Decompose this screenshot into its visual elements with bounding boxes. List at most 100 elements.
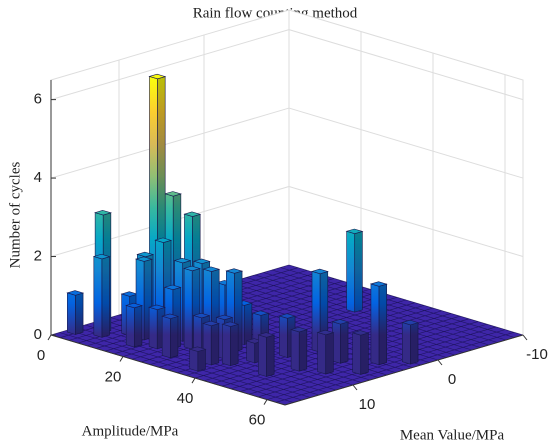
bar-shade	[299, 329, 307, 372]
bar-shade	[134, 305, 142, 348]
bar-top	[192, 258, 211, 264]
z-tick-label: 2	[34, 248, 42, 265]
bar-top	[202, 320, 220, 327]
bar-top	[183, 265, 201, 272]
bar-top	[215, 314, 234, 321]
axis-line	[284, 334, 524, 406]
bar-top	[120, 291, 139, 297]
z-tick-label: 6	[34, 91, 42, 108]
bar-shade	[101, 256, 110, 338]
bar-shade	[325, 332, 334, 375]
bar-face	[183, 267, 193, 350]
bar-shade	[379, 284, 387, 365]
y-tick-label: -10	[526, 346, 548, 363]
bar-top	[161, 313, 180, 319]
floor-mesh	[67, 329, 303, 401]
bar-shade	[197, 349, 206, 372]
bar-top	[290, 326, 308, 333]
z-axis-label: Number of cycles	[7, 162, 23, 269]
bar-face	[317, 332, 327, 375]
grid-line	[50, 107, 290, 179]
x-tick	[263, 399, 268, 405]
bar-top	[192, 312, 211, 319]
bar-top	[251, 310, 270, 316]
bar-top	[225, 268, 244, 274]
grid-line	[288, 107, 524, 179]
bar-top	[401, 319, 420, 326]
bar-face	[189, 348, 199, 372]
z-tick-label: 0	[34, 326, 42, 343]
bar-top	[369, 281, 388, 287]
bar-shade	[354, 231, 363, 313]
bar-face	[346, 230, 356, 313]
bar-top	[257, 332, 276, 338]
bar-face	[67, 292, 76, 335]
bar-top	[173, 257, 192, 264]
bar-top	[125, 302, 144, 309]
grid-line	[288, 29, 524, 101]
bar-face	[370, 283, 380, 366]
bar-shade	[340, 321, 349, 364]
chart-title: Rain flow counting method	[193, 5, 358, 21]
x-tick-label: 0	[37, 347, 45, 364]
bar-face	[279, 315, 288, 358]
bar-face	[161, 315, 171, 359]
bar-top	[351, 330, 370, 336]
floor-mesh	[237, 279, 473, 351]
bar-shade	[170, 316, 178, 358]
bar-top	[66, 290, 85, 296]
grid-line	[50, 29, 290, 101]
bar-top	[202, 266, 221, 272]
x-axis-label: Amplitude/MPa	[82, 423, 179, 439]
bar-top	[136, 251, 155, 258]
bar-shade	[360, 332, 369, 375]
bar-top	[134, 256, 153, 262]
bar-shade	[266, 335, 275, 377]
bar-top	[94, 210, 112, 216]
bar-top	[164, 191, 182, 197]
x-tick-label: 60	[249, 412, 266, 429]
floor-mesh	[246, 277, 481, 348]
y-tick	[522, 334, 528, 341]
bar-shade	[244, 303, 252, 345]
bar-top	[148, 73, 167, 80]
x-tick	[47, 334, 52, 341]
bar-face	[222, 323, 231, 367]
x-tick-label: 40	[177, 390, 194, 407]
y-tick-label: 0	[448, 371, 456, 388]
x-tick-label: 20	[105, 369, 122, 386]
bar-top	[188, 346, 207, 352]
bar-shade	[410, 322, 419, 365]
bar-top	[331, 319, 350, 325]
bar-shade	[211, 323, 219, 366]
z-tick-label: 4	[34, 169, 42, 186]
bar-top	[316, 329, 335, 336]
bar-face	[258, 334, 267, 377]
bar-top	[345, 228, 364, 234]
bar-face	[352, 332, 362, 375]
grid-line	[288, 186, 524, 258]
bar-face	[290, 329, 300, 372]
bar-top	[183, 211, 202, 217]
bar-top	[163, 284, 182, 290]
y-tick-label: 10	[359, 396, 376, 413]
bar-top	[278, 313, 297, 319]
bar-top	[92, 253, 111, 260]
axis-line	[50, 334, 286, 406]
bar-face	[93, 256, 103, 338]
floor-mesh	[271, 269, 507, 341]
bar-face	[246, 340, 256, 364]
x-tick	[119, 356, 124, 362]
bar-face	[125, 305, 135, 348]
bar-top	[154, 237, 173, 243]
floor-mesh	[59, 332, 294, 403]
bar-face	[148, 306, 158, 350]
y-axis-label: Mean Value/MPa	[400, 427, 505, 443]
x-tick	[191, 377, 196, 384]
bar-shade	[230, 324, 239, 366]
y-tick	[437, 359, 443, 366]
bar-top	[148, 304, 166, 310]
floor-mesh	[229, 282, 464, 353]
bar-face	[402, 322, 411, 365]
